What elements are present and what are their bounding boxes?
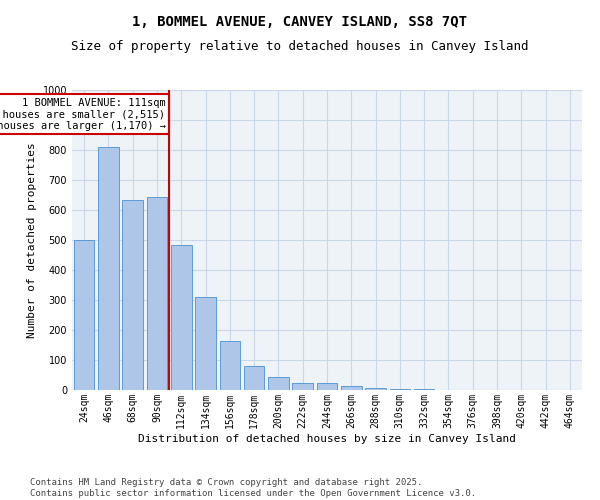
Bar (171, 244, 191, 390)
Bar (146, 196, 167, 390)
Text: Size of property relative to detached houses in Canvey Island: Size of property relative to detached ho… (71, 40, 529, 53)
Bar (122, 200, 143, 390)
Bar (98, 147, 119, 390)
Text: Contains HM Land Registry data © Crown copyright and database right 2025.
Contai: Contains HM Land Registry data © Crown c… (30, 478, 476, 498)
Bar (268, 377, 289, 390)
X-axis label: Distribution of detached houses by size in Canvey Island: Distribution of detached houses by size … (138, 434, 516, 444)
Y-axis label: Number of detached properties: Number of detached properties (27, 142, 37, 338)
Bar (389, 389, 410, 390)
Text: 1, BOMMEL AVENUE, CANVEY ISLAND, SS8 7QT: 1, BOMMEL AVENUE, CANVEY ISLAND, SS8 7QT (133, 15, 467, 29)
Bar (365, 388, 386, 390)
Bar (220, 340, 240, 390)
Bar (244, 366, 265, 390)
Bar (317, 384, 337, 390)
Bar (292, 384, 313, 390)
Bar (74, 240, 94, 390)
Bar (341, 386, 362, 390)
Bar (195, 297, 216, 390)
Text: 1 BOMMEL AVENUE: 111sqm
← 68% of detached houses are smaller (2,515)
32% of semi: 1 BOMMEL AVENUE: 111sqm ← 68% of detache… (0, 98, 166, 130)
